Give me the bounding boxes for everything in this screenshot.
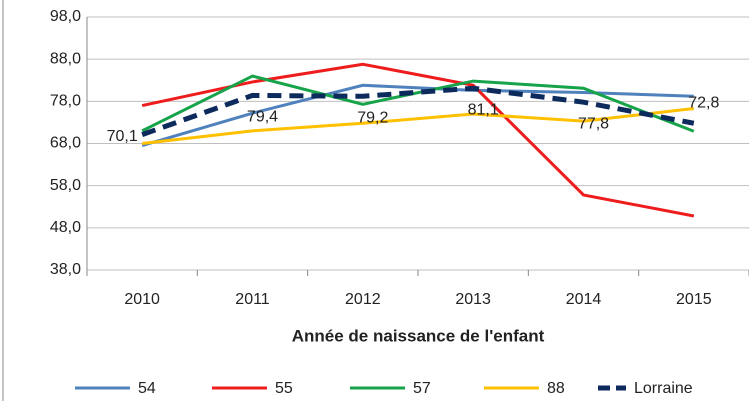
- x-tick-label: 2010: [124, 291, 160, 308]
- data-label: 81,1: [468, 101, 499, 118]
- y-tick-label: 38,0: [50, 261, 81, 278]
- data-label: 79,4: [247, 109, 278, 126]
- x-tick-label: 2013: [455, 291, 491, 308]
- x-tick-label: 2015: [676, 291, 712, 308]
- series-line: [141, 107, 695, 145]
- x-axis-title: Année de naissance de l'enfant: [292, 326, 545, 345]
- data-label: 72,8: [688, 94, 719, 111]
- x-tick-label: 2014: [566, 291, 602, 308]
- legend-label: 55: [275, 380, 293, 397]
- x-tick-label: 2011: [235, 291, 270, 308]
- series-line: [141, 74, 695, 133]
- y-tick-label: 68,0: [50, 135, 81, 152]
- legend-label: 57: [413, 380, 431, 397]
- y-tick-label: 88,0: [50, 50, 81, 67]
- series-line: [141, 85, 695, 138]
- data-label: 70,1: [107, 128, 138, 145]
- data-label: 77,8: [578, 115, 609, 132]
- x-tick-label: 2012: [345, 291, 381, 308]
- legend-label: 54: [138, 380, 156, 397]
- series-line: [141, 83, 694, 148]
- y-tick-label: 58,0: [50, 177, 81, 194]
- y-tick-label: 78,0: [50, 93, 81, 110]
- y-tick-label: 48,0: [50, 219, 81, 236]
- legend-label: 88: [547, 380, 565, 397]
- data-label: 79,2: [357, 109, 388, 126]
- y-tick-label: 98,0: [50, 8, 81, 25]
- legend-label: Lorraine: [634, 380, 693, 397]
